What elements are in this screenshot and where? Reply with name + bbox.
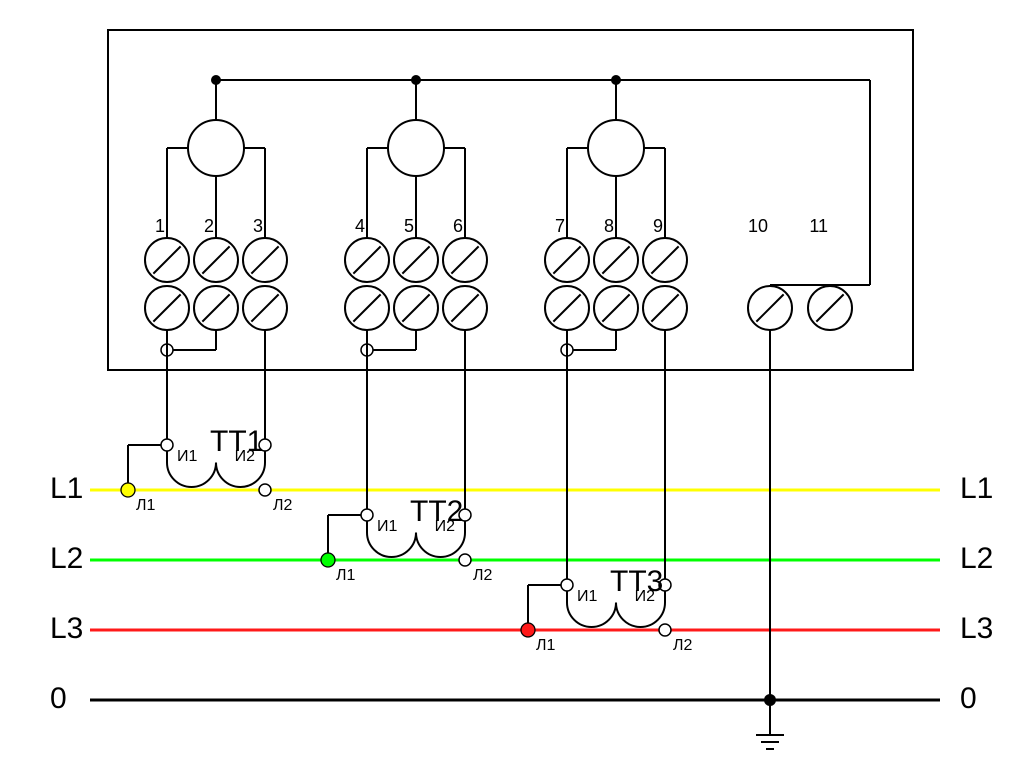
line-label-left-L1: L1 [50, 472, 83, 505]
ct-node-i1-TT3 [561, 579, 573, 591]
ct-node-l2-TT2 [459, 554, 471, 566]
current-coil-2 [388, 120, 444, 176]
ct-label-TT3: ТТ3 [610, 565, 663, 598]
terminal-label-4: 4 [355, 216, 365, 236]
ct-arc2-TT3 [616, 603, 665, 628]
phase-tap-dot-TT1 [121, 483, 135, 497]
line-label-right-L2: L2 [960, 542, 993, 575]
ct-node-i1-TT2 [361, 509, 373, 521]
ct-label-TT1: ТТ1 [210, 425, 263, 458]
ct-label-l1-TT1: Л1 [136, 497, 156, 514]
terminal-label-5: 5 [404, 216, 414, 236]
line-label-left-L3: L3 [50, 612, 83, 645]
ct-label-l1-TT2: Л1 [336, 567, 356, 584]
ct-label-l1-TT3: Л1 [536, 637, 556, 654]
ct-label-i1-TT3: И1 [577, 588, 598, 605]
current-coil-1 [188, 120, 244, 176]
terminal-label-8: 8 [604, 216, 614, 236]
ct-arc1-TT2 [367, 533, 416, 558]
terminal-label-2: 2 [204, 216, 214, 236]
line-label-left-N: 0 [50, 682, 67, 715]
ct-arc1-TT3 [567, 603, 616, 628]
ct-label-i1-TT1: И1 [177, 448, 198, 465]
ct-node-i1-TT1 [161, 439, 173, 451]
ct-label-i1-TT2: И1 [377, 518, 398, 535]
line-label-right-L3: L3 [960, 612, 993, 645]
phase-tap-dot-TT3 [521, 623, 535, 637]
line-label-right-N: 0 [960, 682, 977, 715]
terminal-label-1: 1 [155, 216, 165, 236]
line-label-right-L1: L1 [960, 472, 993, 505]
ct-node-l2-TT3 [659, 624, 671, 636]
current-coil-3 [588, 120, 644, 176]
ct-label-l2-TT3: Л2 [673, 637, 693, 654]
ct-arc1-TT1 [167, 463, 216, 487]
ct-label-l2-TT1: Л2 [273, 497, 293, 514]
terminal-label-6: 6 [453, 216, 463, 236]
ct-node-l2-TT1 [259, 484, 271, 496]
terminal-label-3: 3 [253, 216, 263, 236]
terminal-label-10: 10 [748, 216, 768, 236]
ct-arc2-TT2 [416, 533, 465, 558]
terminal-label-11: 11 [809, 216, 828, 236]
terminal-label-9: 9 [653, 216, 663, 236]
terminal-label-7: 7 [555, 216, 565, 236]
ct-label-TT2: ТТ2 [410, 495, 463, 528]
ct-label-l2-TT2: Л2 [473, 567, 493, 584]
wiring-diagram: L1L1L2L2L3L3001234567891011И1И2Л1Л2ТТ1И1… [0, 0, 1015, 781]
phase-tap-dot-TT2 [321, 553, 335, 567]
ct-arc2-TT1 [216, 463, 265, 487]
line-label-left-L2: L2 [50, 542, 83, 575]
